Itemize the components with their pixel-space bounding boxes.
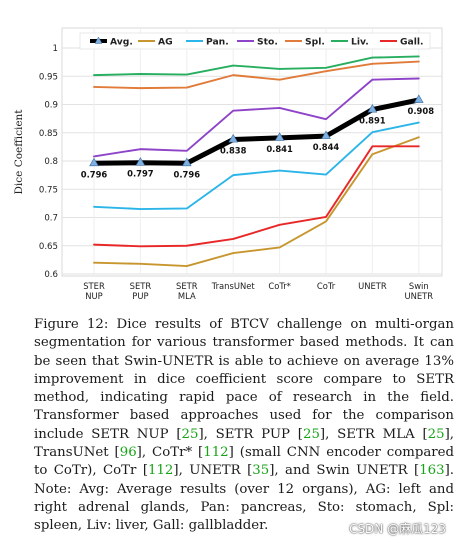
legend-label: Avg. bbox=[110, 37, 133, 48]
avg-point-marker bbox=[89, 157, 99, 167]
legend-marker bbox=[94, 36, 103, 44]
avg-data-label: 0.838 bbox=[220, 146, 247, 156]
watermark: CSDN @麻瓜123 bbox=[349, 522, 446, 536]
avg-series-markers bbox=[89, 94, 424, 167]
data-labels: 0.796 0.797 0.796 0.838 0.841 0.844 0.891 0.908 bbox=[81, 106, 434, 179]
citation-link[interactable]: 25 bbox=[303, 426, 320, 442]
avg-data-label: 0.796 bbox=[174, 169, 201, 179]
legend-label: AG bbox=[158, 37, 173, 48]
citation-link[interactable]: 112 bbox=[203, 445, 229, 461]
series-line-pan bbox=[93, 121, 420, 210]
y-tick-label: 0.6 bbox=[44, 270, 58, 280]
x-tick-label: CoTr bbox=[317, 281, 336, 291]
x-tick-label: PUP bbox=[132, 291, 148, 301]
x-tick-label: SETR bbox=[176, 281, 198, 291]
avg-point-marker bbox=[321, 130, 331, 140]
avg-data-label: 0.908 bbox=[408, 106, 435, 116]
legend-label: Sto. bbox=[257, 37, 278, 48]
legend-label: Gall. bbox=[400, 37, 424, 48]
figure-caption: Figure 12: Dice results of BTCV challeng… bbox=[34, 316, 454, 536]
y-tick-label: 0.8 bbox=[44, 157, 58, 167]
avg-data-label: 0.797 bbox=[127, 169, 154, 179]
series-lines bbox=[91, 55, 422, 268]
citation-link[interactable]: 112 bbox=[148, 463, 174, 479]
avg-data-label: 0.796 bbox=[81, 169, 108, 179]
avg-point-marker bbox=[228, 133, 239, 143]
legend-label: Spl. bbox=[305, 37, 325, 48]
caption-segment: ], SETR PUP [ bbox=[198, 426, 303, 442]
avg-point-marker bbox=[274, 132, 285, 141]
caption-segment: ], UNETR [ bbox=[173, 463, 253, 479]
avg-point-marker bbox=[181, 157, 192, 167]
x-tick-label: MLA bbox=[178, 291, 196, 301]
caption-segment: Figure 12: Dice results of BTCV challeng… bbox=[34, 317, 454, 442]
legend-label: Liv. bbox=[351, 37, 369, 48]
series-line-ag bbox=[93, 136, 420, 268]
y-tick-label: 0.95 bbox=[39, 72, 58, 82]
legend-box bbox=[79, 32, 431, 50]
citation-link[interactable]: 96 bbox=[119, 445, 137, 461]
y-tick-label: 0.85 bbox=[39, 129, 58, 139]
x-tick-label: UNETR bbox=[404, 291, 433, 301]
legend: Avg. AG Pan. Sto. Spl. Liv. Gall. bbox=[79, 32, 431, 50]
series-line-spl bbox=[93, 60, 420, 90]
y-axis-ticks: 0.6 0.65 0.7 0.75 0.8 0.85 0.9 0.95 1 bbox=[39, 44, 58, 280]
y-tick-label: 0.9 bbox=[44, 101, 58, 111]
legend-label: Pan. bbox=[206, 37, 229, 48]
avg-point-marker bbox=[367, 103, 378, 113]
x-tick-label: Swin bbox=[409, 281, 429, 291]
y-tick-label: 0.65 bbox=[39, 242, 58, 252]
caption-segment: ], and Swin UNETR [ bbox=[269, 463, 420, 479]
caption-segment: ] (small CNN encoder compared to CoTr), … bbox=[34, 445, 455, 479]
x-tick-label: UNETR bbox=[358, 281, 387, 291]
caption-segment: ], CoTr* [ bbox=[136, 445, 204, 461]
series-line-avg bbox=[91, 97, 422, 166]
y-tick-label: 0.75 bbox=[39, 185, 58, 195]
series-line-sto bbox=[93, 77, 420, 158]
caption-text: Figure 12: Dice results of BTCV challeng… bbox=[34, 316, 454, 536]
x-tick-label: CoTr* bbox=[268, 281, 291, 291]
citation-link[interactable]: 35 bbox=[252, 463, 270, 479]
avg-point-marker bbox=[135, 157, 146, 166]
citation-link[interactable]: 163 bbox=[419, 463, 445, 479]
x-tick-label: NUP bbox=[85, 291, 102, 301]
citation-link[interactable]: 25 bbox=[427, 426, 445, 442]
x-tick-label: SETR bbox=[130, 281, 152, 291]
citation-link[interactable]: 25 bbox=[181, 426, 199, 442]
x-tick-label: TransUNet bbox=[211, 281, 256, 291]
avg-data-label: 0.841 bbox=[266, 144, 293, 154]
caption-segment: ], SETR MLA [ bbox=[319, 426, 428, 442]
avg-point-marker bbox=[413, 94, 424, 103]
series-line-liv bbox=[93, 55, 420, 77]
x-tick-label: STER bbox=[83, 281, 105, 291]
caption-segment: ]. Note: Avg: Average results (over 12 o… bbox=[34, 463, 454, 534]
avg-data-label: 0.844 bbox=[313, 142, 340, 152]
y-tick-label: 0.7 bbox=[44, 214, 58, 224]
y-tick-label: 1 bbox=[53, 44, 58, 54]
y-axis-label: Dice Coefficient bbox=[13, 109, 25, 195]
series-line-gall bbox=[93, 145, 420, 248]
avg-data-label: 0.891 bbox=[359, 116, 386, 126]
caption-segment: ], TransUNet [ bbox=[34, 426, 454, 461]
